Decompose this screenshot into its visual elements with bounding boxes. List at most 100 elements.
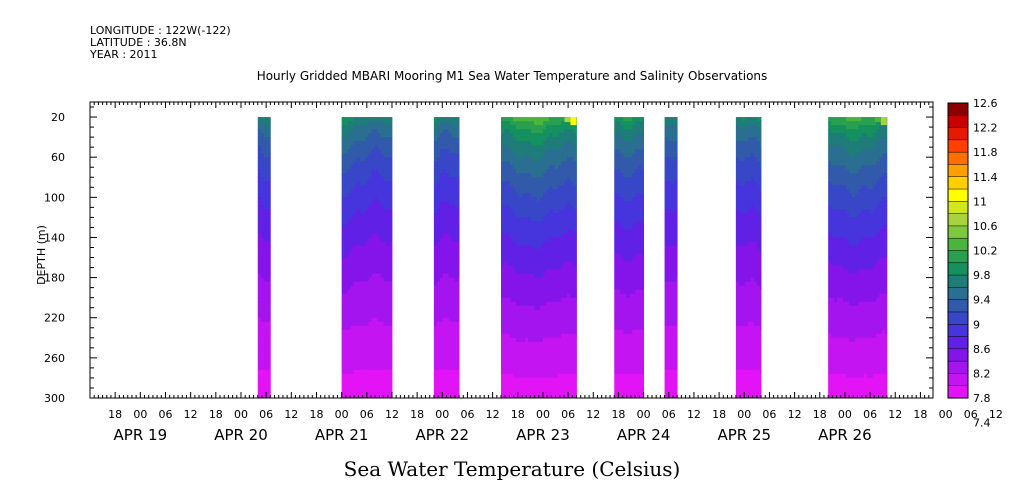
heat-cell xyxy=(673,185,677,190)
heat-cell xyxy=(365,301,370,307)
heat-cell xyxy=(266,281,271,287)
heat-cell xyxy=(629,309,633,315)
heat-cell xyxy=(507,353,511,359)
heat-cell xyxy=(552,125,556,130)
heat-cell xyxy=(513,193,517,198)
heat-cell xyxy=(617,385,621,391)
heat-cell xyxy=(356,177,361,182)
heat-cell xyxy=(513,157,517,162)
heat-cell xyxy=(347,181,352,186)
heat-cell xyxy=(664,297,668,303)
heat-cell xyxy=(454,273,459,278)
heat-cell xyxy=(501,373,505,379)
heat-cell xyxy=(567,265,571,270)
heat-cell xyxy=(567,321,571,327)
heat-cell xyxy=(626,125,630,130)
heat-cell xyxy=(676,161,678,166)
heat-cell xyxy=(436,337,441,343)
heat-cell xyxy=(567,225,571,230)
heat-cell xyxy=(561,277,565,282)
heat-cell xyxy=(531,225,535,230)
heat-cell xyxy=(638,321,642,327)
heat-cell xyxy=(543,229,547,234)
heat-cell xyxy=(377,357,382,363)
heat-cell xyxy=(549,349,553,355)
heat-cell xyxy=(620,245,624,250)
heat-cell xyxy=(525,377,529,383)
heat-cell xyxy=(365,381,370,387)
heat-cell xyxy=(567,157,571,162)
heat-cell xyxy=(433,153,438,158)
heat-cell xyxy=(451,369,456,375)
heat-cell xyxy=(344,269,349,274)
heat-cell xyxy=(552,377,556,383)
heat-cell xyxy=(629,137,633,142)
heat-cell xyxy=(525,273,529,278)
heat-cell xyxy=(626,261,630,266)
heat-cell xyxy=(454,261,459,266)
heat-cell xyxy=(555,181,559,186)
heat-cell xyxy=(347,241,352,246)
heat-cell xyxy=(448,293,453,299)
heat-cell xyxy=(626,333,630,339)
heat-cell xyxy=(344,185,349,190)
heat-cell xyxy=(510,141,514,146)
heat-cell xyxy=(522,385,526,391)
heat-cell xyxy=(576,201,577,206)
heat-cell xyxy=(457,241,460,246)
heat-cell xyxy=(362,309,367,315)
heat-cell xyxy=(664,133,668,138)
heat-cell xyxy=(353,249,358,254)
heat-cell xyxy=(377,329,382,335)
heat-cell xyxy=(614,369,618,375)
heat-cell xyxy=(347,125,352,130)
heat-cell xyxy=(561,301,565,307)
heat-cell xyxy=(570,285,574,291)
heat-cell xyxy=(386,345,391,351)
heat-cell xyxy=(549,209,553,214)
heat-cell xyxy=(368,149,373,154)
heat-cell xyxy=(380,201,385,206)
heat-cell xyxy=(531,309,535,315)
heat-cell xyxy=(564,277,568,282)
heat-cell xyxy=(436,177,441,182)
heat-cell xyxy=(448,285,453,291)
heat-cell xyxy=(457,353,460,359)
heat-cell xyxy=(528,237,532,242)
heat-cell xyxy=(516,357,520,363)
heat-cell xyxy=(389,317,393,323)
heat-cell xyxy=(501,305,505,311)
heat-cell xyxy=(433,181,438,186)
heat-cell xyxy=(570,165,574,170)
heat-cell xyxy=(638,129,642,134)
heat-cell xyxy=(620,305,624,311)
heat-cell xyxy=(257,209,262,214)
heat-cell xyxy=(389,177,393,182)
heat-cell xyxy=(673,229,677,234)
heat-cell xyxy=(667,261,671,266)
heat-cell xyxy=(537,233,541,238)
heat-cell xyxy=(341,125,346,130)
heat-cell xyxy=(436,309,441,315)
heat-cell xyxy=(620,225,624,230)
heat-cell xyxy=(632,209,636,214)
heat-cell xyxy=(436,365,441,371)
heat-cell xyxy=(555,161,559,166)
heat-cell xyxy=(537,389,541,395)
heat-cell xyxy=(667,257,671,262)
heat-cell xyxy=(383,169,388,174)
heat-cell xyxy=(386,301,391,307)
heat-cell xyxy=(570,301,574,307)
heat-cell xyxy=(531,165,535,170)
heat-cell xyxy=(614,145,618,150)
heat-cell xyxy=(623,173,627,178)
heat-cell xyxy=(383,325,388,331)
heat-cell xyxy=(534,385,538,391)
heat-cell xyxy=(377,277,382,282)
heat-cell xyxy=(389,277,393,282)
heat-cell xyxy=(635,129,639,134)
heat-cell xyxy=(549,213,553,218)
heat-cell xyxy=(389,185,393,190)
heat-cell xyxy=(504,281,508,287)
heat-cell xyxy=(573,189,577,194)
